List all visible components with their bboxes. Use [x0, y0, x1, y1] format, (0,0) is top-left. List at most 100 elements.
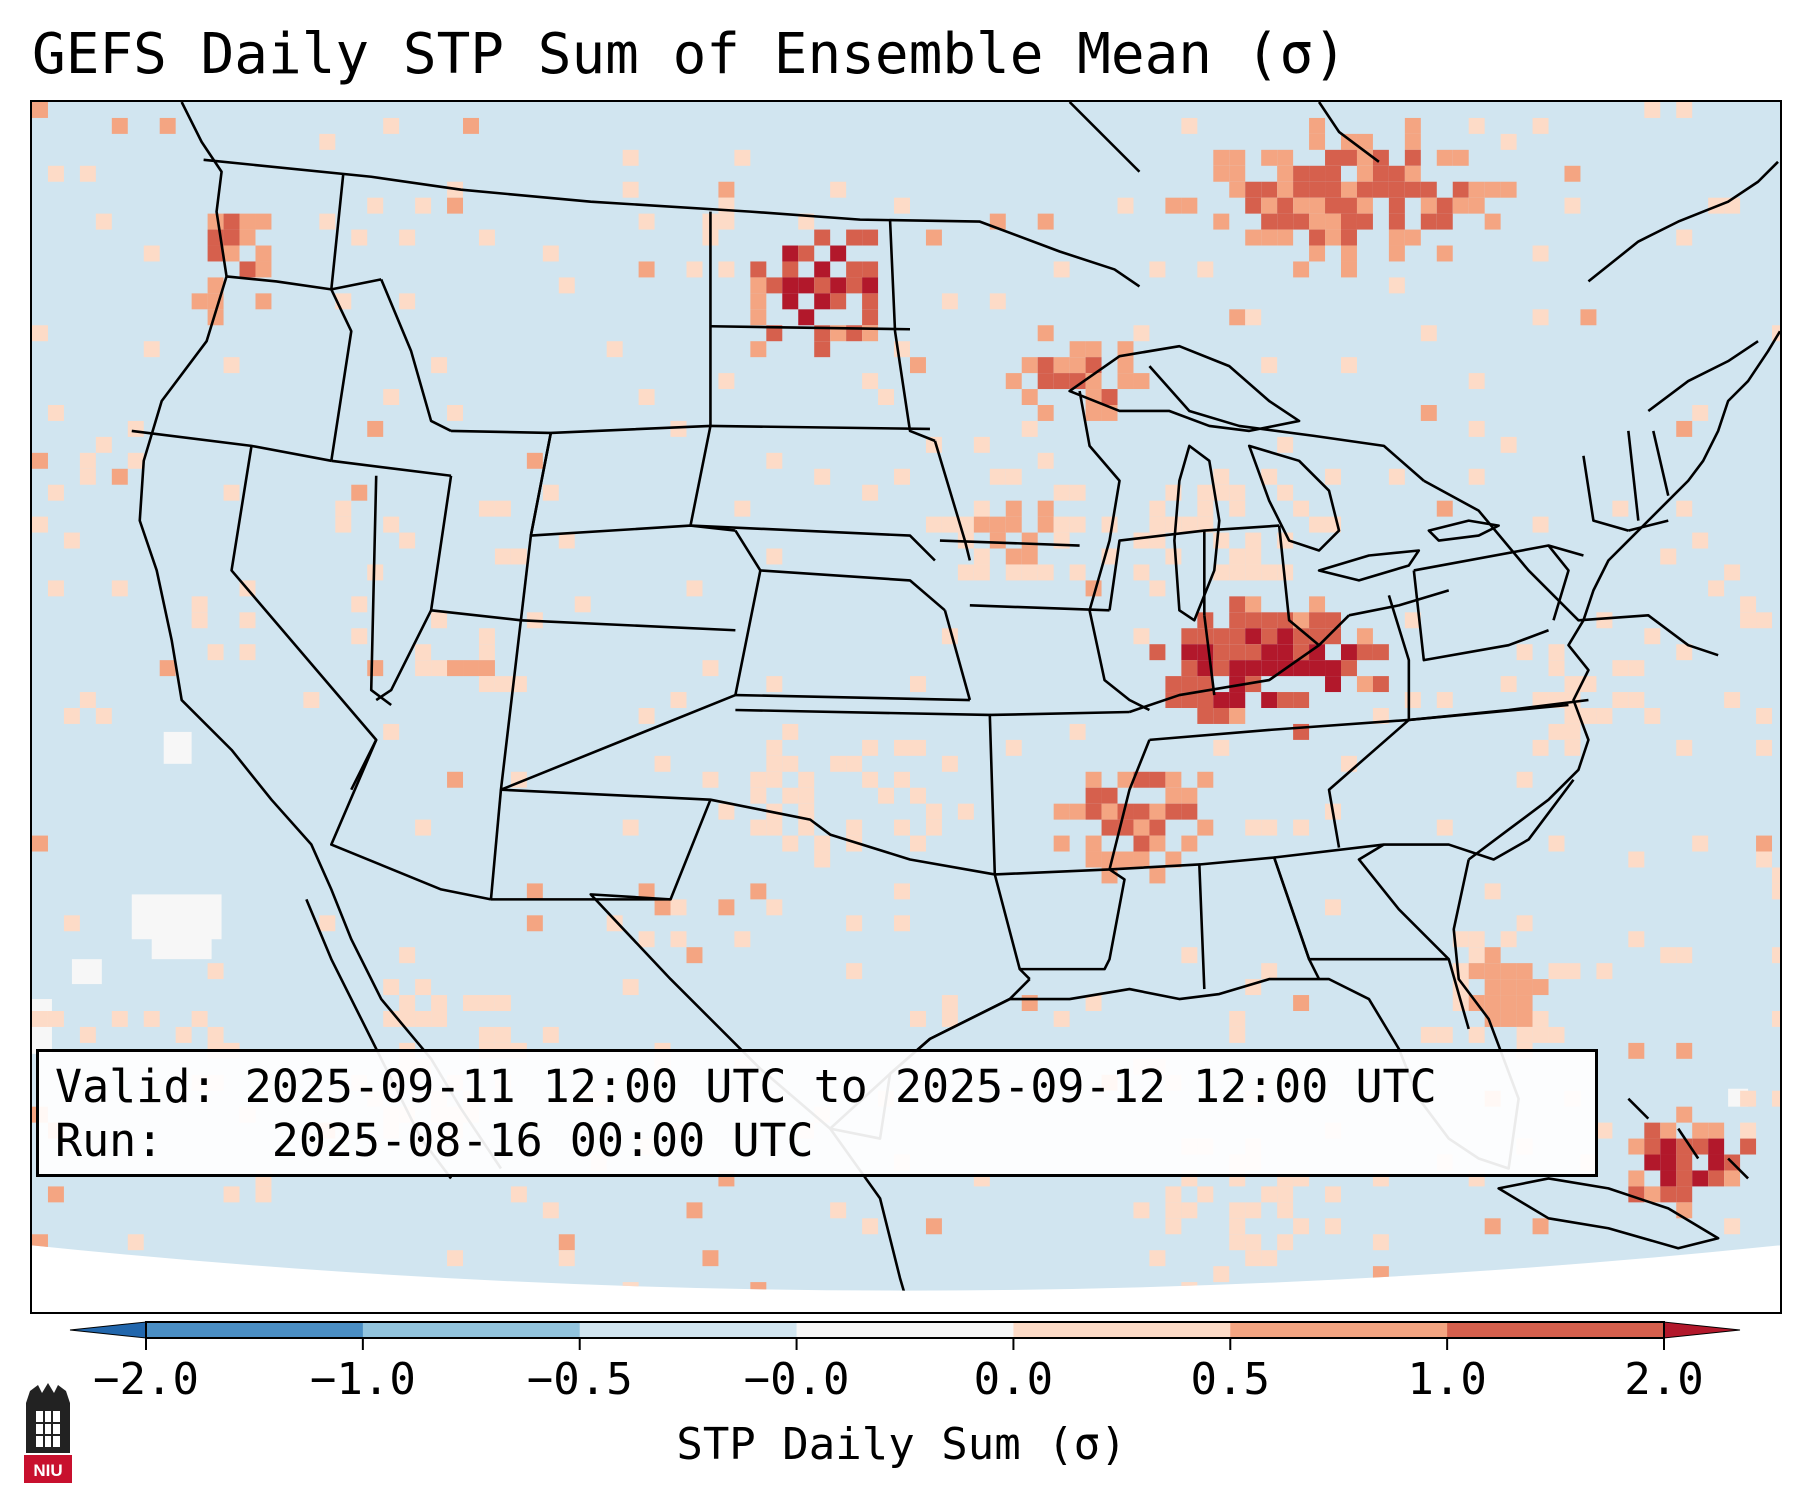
stp-cell [1181, 835, 1198, 852]
stp-cell [1356, 133, 1373, 150]
stp-cell [1724, 1218, 1741, 1235]
stp-cell [1436, 1026, 1453, 1043]
stp-cell [207, 1026, 224, 1043]
stp-cell [207, 277, 224, 294]
stp-cell [1724, 1282, 1741, 1291]
stp-cell [1548, 1026, 1565, 1043]
stp-cell [1261, 628, 1278, 645]
stp-cell [1165, 771, 1182, 788]
stp-cell [207, 963, 224, 980]
stp-cell [1181, 660, 1198, 677]
stp-cell [1149, 261, 1166, 278]
stp-cell [1372, 181, 1389, 198]
stp-cell [782, 245, 799, 262]
stp-cell [622, 149, 639, 166]
stp-cell [383, 389, 400, 405]
stp-cell [1484, 995, 1501, 1011]
stp-cell [878, 389, 895, 405]
stp-cell [383, 117, 400, 134]
stp-cell [1644, 707, 1661, 724]
stp-cell [494, 548, 511, 565]
logo-text: NIU [33, 1461, 62, 1480]
stp-cell [606, 915, 623, 932]
stp-cell [478, 676, 495, 693]
stp-cell [1261, 468, 1278, 485]
stp-cell [894, 771, 910, 788]
stp-cell [1309, 229, 1326, 246]
stp-cell [1468, 181, 1485, 198]
stp-cell [814, 851, 831, 868]
stp-cell [1484, 1010, 1501, 1027]
stp-cell [1516, 995, 1533, 1011]
valid-line: Valid: 2025-09-11 12:00 UTC to 2025-09-1… [55, 1060, 1579, 1114]
stp-cell [1261, 660, 1278, 677]
stp-cell [1388, 245, 1405, 262]
stp-cell [175, 1282, 192, 1291]
stp-cell [1532, 309, 1549, 326]
stp-cell [1181, 1202, 1198, 1219]
stp-cell [1772, 867, 1780, 884]
stp-cell [1564, 707, 1581, 724]
stp-cell [1500, 931, 1517, 948]
stp-cell [463, 117, 479, 134]
stp-cell [1069, 484, 1086, 501]
stp-cell [1325, 628, 1342, 645]
stp-cell [1293, 500, 1310, 517]
stp-cell [1612, 660, 1629, 677]
colorbar-tick-label: −2.0 [93, 1354, 199, 1405]
stp-cell [1660, 548, 1677, 565]
stp-cell [1037, 357, 1054, 374]
stp-cell [1644, 1138, 1661, 1155]
lake-superior [1068, 344, 1301, 433]
domain-background [32, 102, 1780, 1291]
stp-cell [1101, 516, 1118, 533]
stp-cell [830, 293, 847, 310]
stp-cell [494, 995, 511, 1011]
stp-cell [1069, 516, 1086, 533]
stp-cell [447, 1298, 463, 1312]
stp-cell [989, 532, 1006, 549]
stp-cell [750, 1282, 767, 1291]
colorbar-under-triangle [69, 1321, 147, 1339]
stp-cell [670, 931, 687, 948]
stp-cell [1277, 213, 1294, 230]
stp-cell [1676, 739, 1693, 756]
stp-cell [750, 883, 767, 900]
stp-cell [1325, 165, 1342, 182]
stp-cell [1133, 1202, 1150, 1219]
stp-cell [1213, 213, 1230, 230]
stp-cell [1468, 117, 1485, 134]
stp-cell [766, 676, 783, 693]
stp-cell [1005, 500, 1022, 517]
stp-cell [973, 548, 990, 565]
stp-cell [1229, 181, 1246, 198]
stp-cell [1660, 1154, 1677, 1171]
stp-cell [1085, 803, 1102, 820]
stp-cell [223, 484, 240, 501]
stp-cell [830, 277, 847, 294]
stp-cell [1436, 692, 1453, 708]
stp-cell [1197, 516, 1214, 533]
stp-cell [1772, 1090, 1780, 1107]
stp-cell [1388, 213, 1405, 230]
stp-cell [1245, 612, 1262, 629]
stp-cell [367, 197, 384, 214]
stp-cell [718, 803, 735, 820]
stp-cell [1532, 516, 1549, 533]
stp-cell [1309, 197, 1326, 214]
stp-cell [798, 277, 815, 294]
stp-cell [670, 420, 687, 437]
stp-cell [1692, 532, 1709, 549]
stp-cell [79, 1026, 96, 1043]
stp-cell [782, 723, 799, 740]
stp-cell [431, 612, 448, 629]
stp-cell [1245, 1234, 1262, 1251]
stp-cell [1740, 612, 1757, 629]
stp-cell [622, 979, 639, 996]
stp-cell [526, 883, 543, 900]
stp-cell [1245, 564, 1262, 581]
stp-cell [925, 803, 942, 820]
stp-cell [750, 787, 767, 804]
stp-cell [1468, 963, 1485, 980]
stp-cell [47, 1186, 64, 1203]
